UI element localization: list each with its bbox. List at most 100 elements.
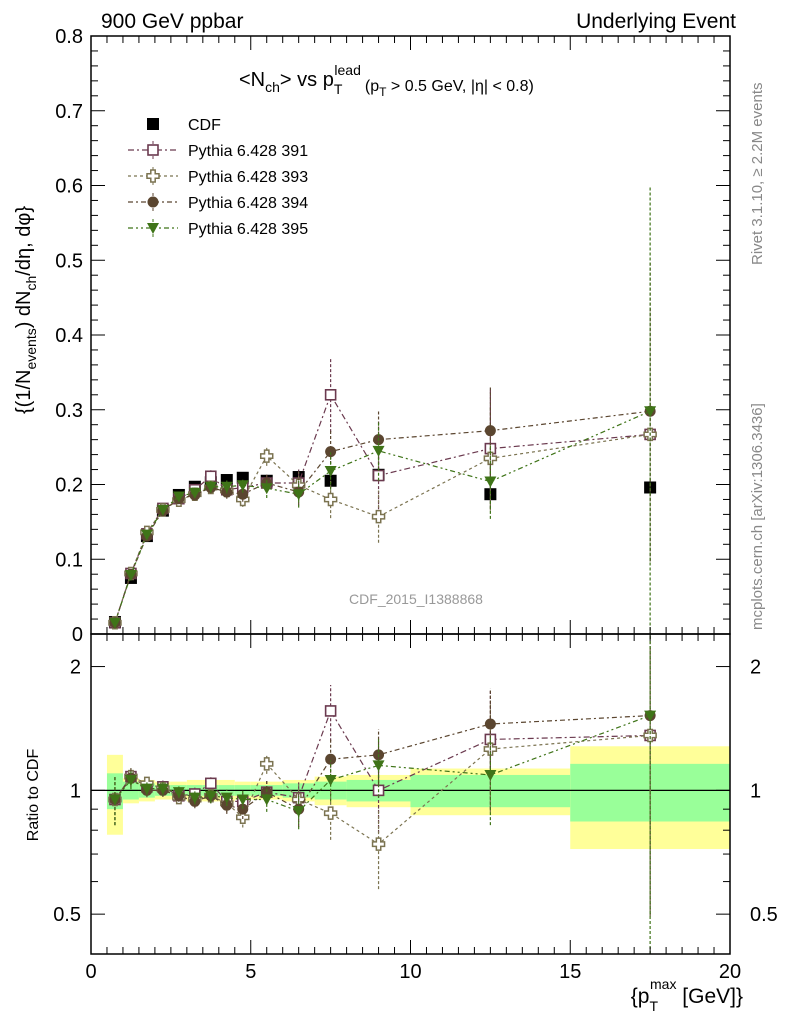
ratio-point <box>259 757 274 771</box>
ratio-point <box>205 777 217 790</box>
title-sup-lead: lead <box>334 62 360 78</box>
legend-label: Pythia 6.428 394 <box>188 195 308 212</box>
title-cut-rest: > 0.5 GeV, |η| < 0.8) <box>386 78 533 95</box>
header-left: 900 GeV ppbar <box>101 10 243 33</box>
ratio-point <box>323 806 338 820</box>
ylabel-c: /dη, dφ} <box>13 206 35 276</box>
x-tick-label: 5 <box>245 961 256 983</box>
xlabel-b: [GeV]} <box>676 985 743 1008</box>
data-point <box>484 476 497 488</box>
y-tick-label: 0.3 <box>55 400 83 422</box>
legend-label: CDF <box>188 117 221 134</box>
data-point <box>260 483 273 495</box>
ratio-y-tick-label: 2 <box>70 657 81 679</box>
plot-title: <Nch> vs pTlead(pT > 0.5 GeV, |η| < 0.8) <box>239 62 534 99</box>
data-point <box>292 489 305 501</box>
title-sub-t: T <box>334 81 343 97</box>
xlabel-sub: T <box>649 998 658 1014</box>
x-axis-label: {pTmax [GeV]} <box>631 976 743 1014</box>
title-sub-ch: ch <box>265 79 280 95</box>
data-point <box>324 388 337 401</box>
ratio-point <box>204 790 217 802</box>
x-tick-label: 15 <box>559 961 581 983</box>
ratio-y-tick-label-right: 2 <box>750 657 761 679</box>
data-point <box>188 487 201 499</box>
data-point <box>140 529 153 541</box>
header-right: Underlying Event <box>576 10 736 33</box>
ratio-point <box>644 710 657 722</box>
mcplots-label: mcplots.cern.ch [arXiv:1306.3436] <box>749 403 766 630</box>
main-plot-panel: 00.10.20.30.40.50.60.70.8 <Nch> vs pTlea… <box>13 26 731 646</box>
data-point <box>124 569 137 581</box>
legend-label: Pythia 6.428 393 <box>188 169 308 186</box>
data-point <box>372 445 385 457</box>
x-tick-label: 0 <box>85 961 96 983</box>
ratio-y-tick-label-right: 1 <box>750 780 761 802</box>
main-plot-frame <box>90 35 731 635</box>
data-point <box>236 480 249 492</box>
ratio-point <box>140 783 153 795</box>
y-tick-label: 0.5 <box>55 250 83 272</box>
data-point <box>204 481 217 493</box>
ratio-point <box>220 792 233 804</box>
y-tick-label: 0.1 <box>55 549 83 571</box>
ratio-series-3 <box>108 634 657 954</box>
data-point <box>644 406 657 418</box>
ylabel-a: {(1/N <box>13 370 35 414</box>
data-point <box>371 509 386 524</box>
y-tick-label: 0.6 <box>55 176 83 198</box>
y-tick-label: 0.2 <box>55 475 83 497</box>
ylabel-a-sub: events <box>23 328 39 369</box>
data-point <box>484 425 496 437</box>
data-point <box>172 491 185 503</box>
ratio-point <box>172 787 185 799</box>
data-point <box>325 446 337 458</box>
ratio-point <box>188 792 201 804</box>
ratio-point <box>371 837 386 851</box>
legend: CDF Pythia 6.428 391 Pythia 6.428 393 Pythi… <box>128 117 308 238</box>
y-tick-label: 0.7 <box>55 101 83 123</box>
data-point <box>237 488 249 500</box>
y-tick-label: 0 <box>72 624 83 646</box>
x-tick-label: 10 <box>399 961 421 983</box>
ratio-y-tick-label-right: 0.5 <box>750 904 778 926</box>
analysis-watermark: CDF_2015_I1388868 <box>349 591 483 607</box>
y-tick-label: 0.4 <box>55 325 83 347</box>
legend-marker <box>147 118 159 130</box>
title-cut-sub: T <box>379 85 387 99</box>
legend-label: Pythia 6.428 395 <box>188 221 308 238</box>
rivet-label: Rivet 3.1.10, ≥ 2.2M events <box>749 83 766 266</box>
ylabel-b: ) dN <box>13 290 35 328</box>
legend-label: Pythia 6.428 391 <box>188 143 308 160</box>
title-main: <N <box>239 69 265 91</box>
main-y-axis-label: {(1/Nevents) dNch/dη, dφ} <box>13 206 39 414</box>
ratio-point <box>260 794 273 806</box>
legend-marker <box>147 196 159 208</box>
ratio-point <box>108 794 121 806</box>
ratio-point <box>643 728 657 743</box>
ratio-point <box>324 705 337 717</box>
ratio-point <box>292 806 305 818</box>
data-point <box>108 617 121 629</box>
ratio-point <box>324 774 337 786</box>
ratio-point <box>237 803 249 815</box>
xlabel-sup: max <box>650 976 676 992</box>
ratio-point <box>236 794 249 806</box>
data-point <box>324 466 337 478</box>
series-line-1 <box>114 393 651 623</box>
data-point <box>323 492 338 507</box>
ratio-point <box>124 774 137 786</box>
ratio-y-tick-label: 0.5 <box>53 904 81 926</box>
ratio-plot-panel: 0.5 0.51 12 20 5 10 15 20 Ratio to CDF {pTmax [… <box>25 633 778 1014</box>
ratio-point <box>484 718 496 730</box>
ratio-point <box>156 783 169 795</box>
data-point <box>644 481 657 494</box>
data-point <box>220 481 233 493</box>
series-3 <box>109 261 656 629</box>
series-1 <box>109 307 656 629</box>
data-point <box>205 470 217 483</box>
ratio-point <box>325 753 337 765</box>
xlabel-a: {p <box>631 985 650 1008</box>
series-2 <box>108 307 657 630</box>
